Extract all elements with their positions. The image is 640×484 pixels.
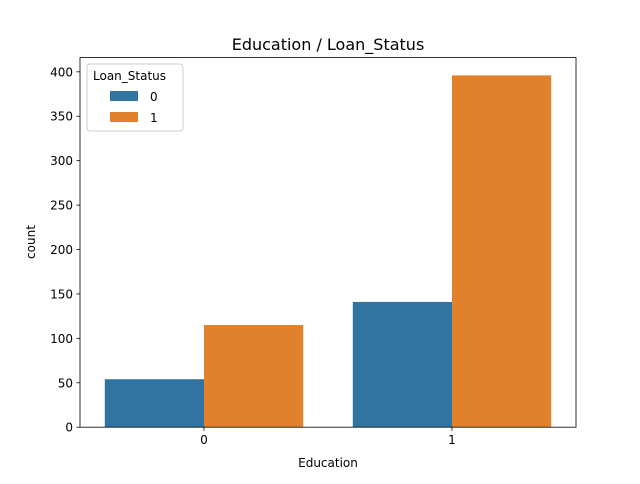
x-tick-label: 1: [448, 433, 456, 447]
legend-swatch-0: [110, 91, 138, 101]
legend-swatch-1: [110, 112, 138, 122]
bar-series-0-cat-1: [352, 301, 452, 428]
y-tick-label: 300: [50, 154, 73, 168]
y-tick-label: 350: [50, 110, 73, 124]
y-tick-label: 150: [50, 287, 73, 301]
x-tick-label: 0: [200, 433, 208, 447]
legend: Loan_Status 0 1: [86, 63, 184, 132]
y-tick-label: 0: [65, 421, 73, 435]
y-tick-label: 50: [58, 376, 73, 390]
y-axis-label: count: [24, 225, 38, 259]
y-tick-label: 200: [50, 243, 73, 257]
plot-area: 0 50 100 150 200 250 300 350 400 0 1: [50, 57, 577, 447]
y-tick-label: 250: [50, 199, 73, 213]
y-tick-label: 100: [50, 332, 73, 346]
bar-series-0-cat-0: [104, 379, 204, 428]
axes-frame: [79, 57, 577, 428]
bar-series-1-cat-0: [204, 325, 304, 428]
legend-label-1: 1: [150, 111, 158, 125]
y-tick-label: 400: [50, 65, 73, 79]
x-axis-label: Education: [298, 456, 358, 470]
legend-label-0: 0: [150, 90, 158, 104]
chart-title: Education / Loan_Status: [232, 35, 425, 55]
legend-title: Loan_Status: [93, 69, 166, 83]
bar-series-1-cat-1: [452, 75, 552, 428]
